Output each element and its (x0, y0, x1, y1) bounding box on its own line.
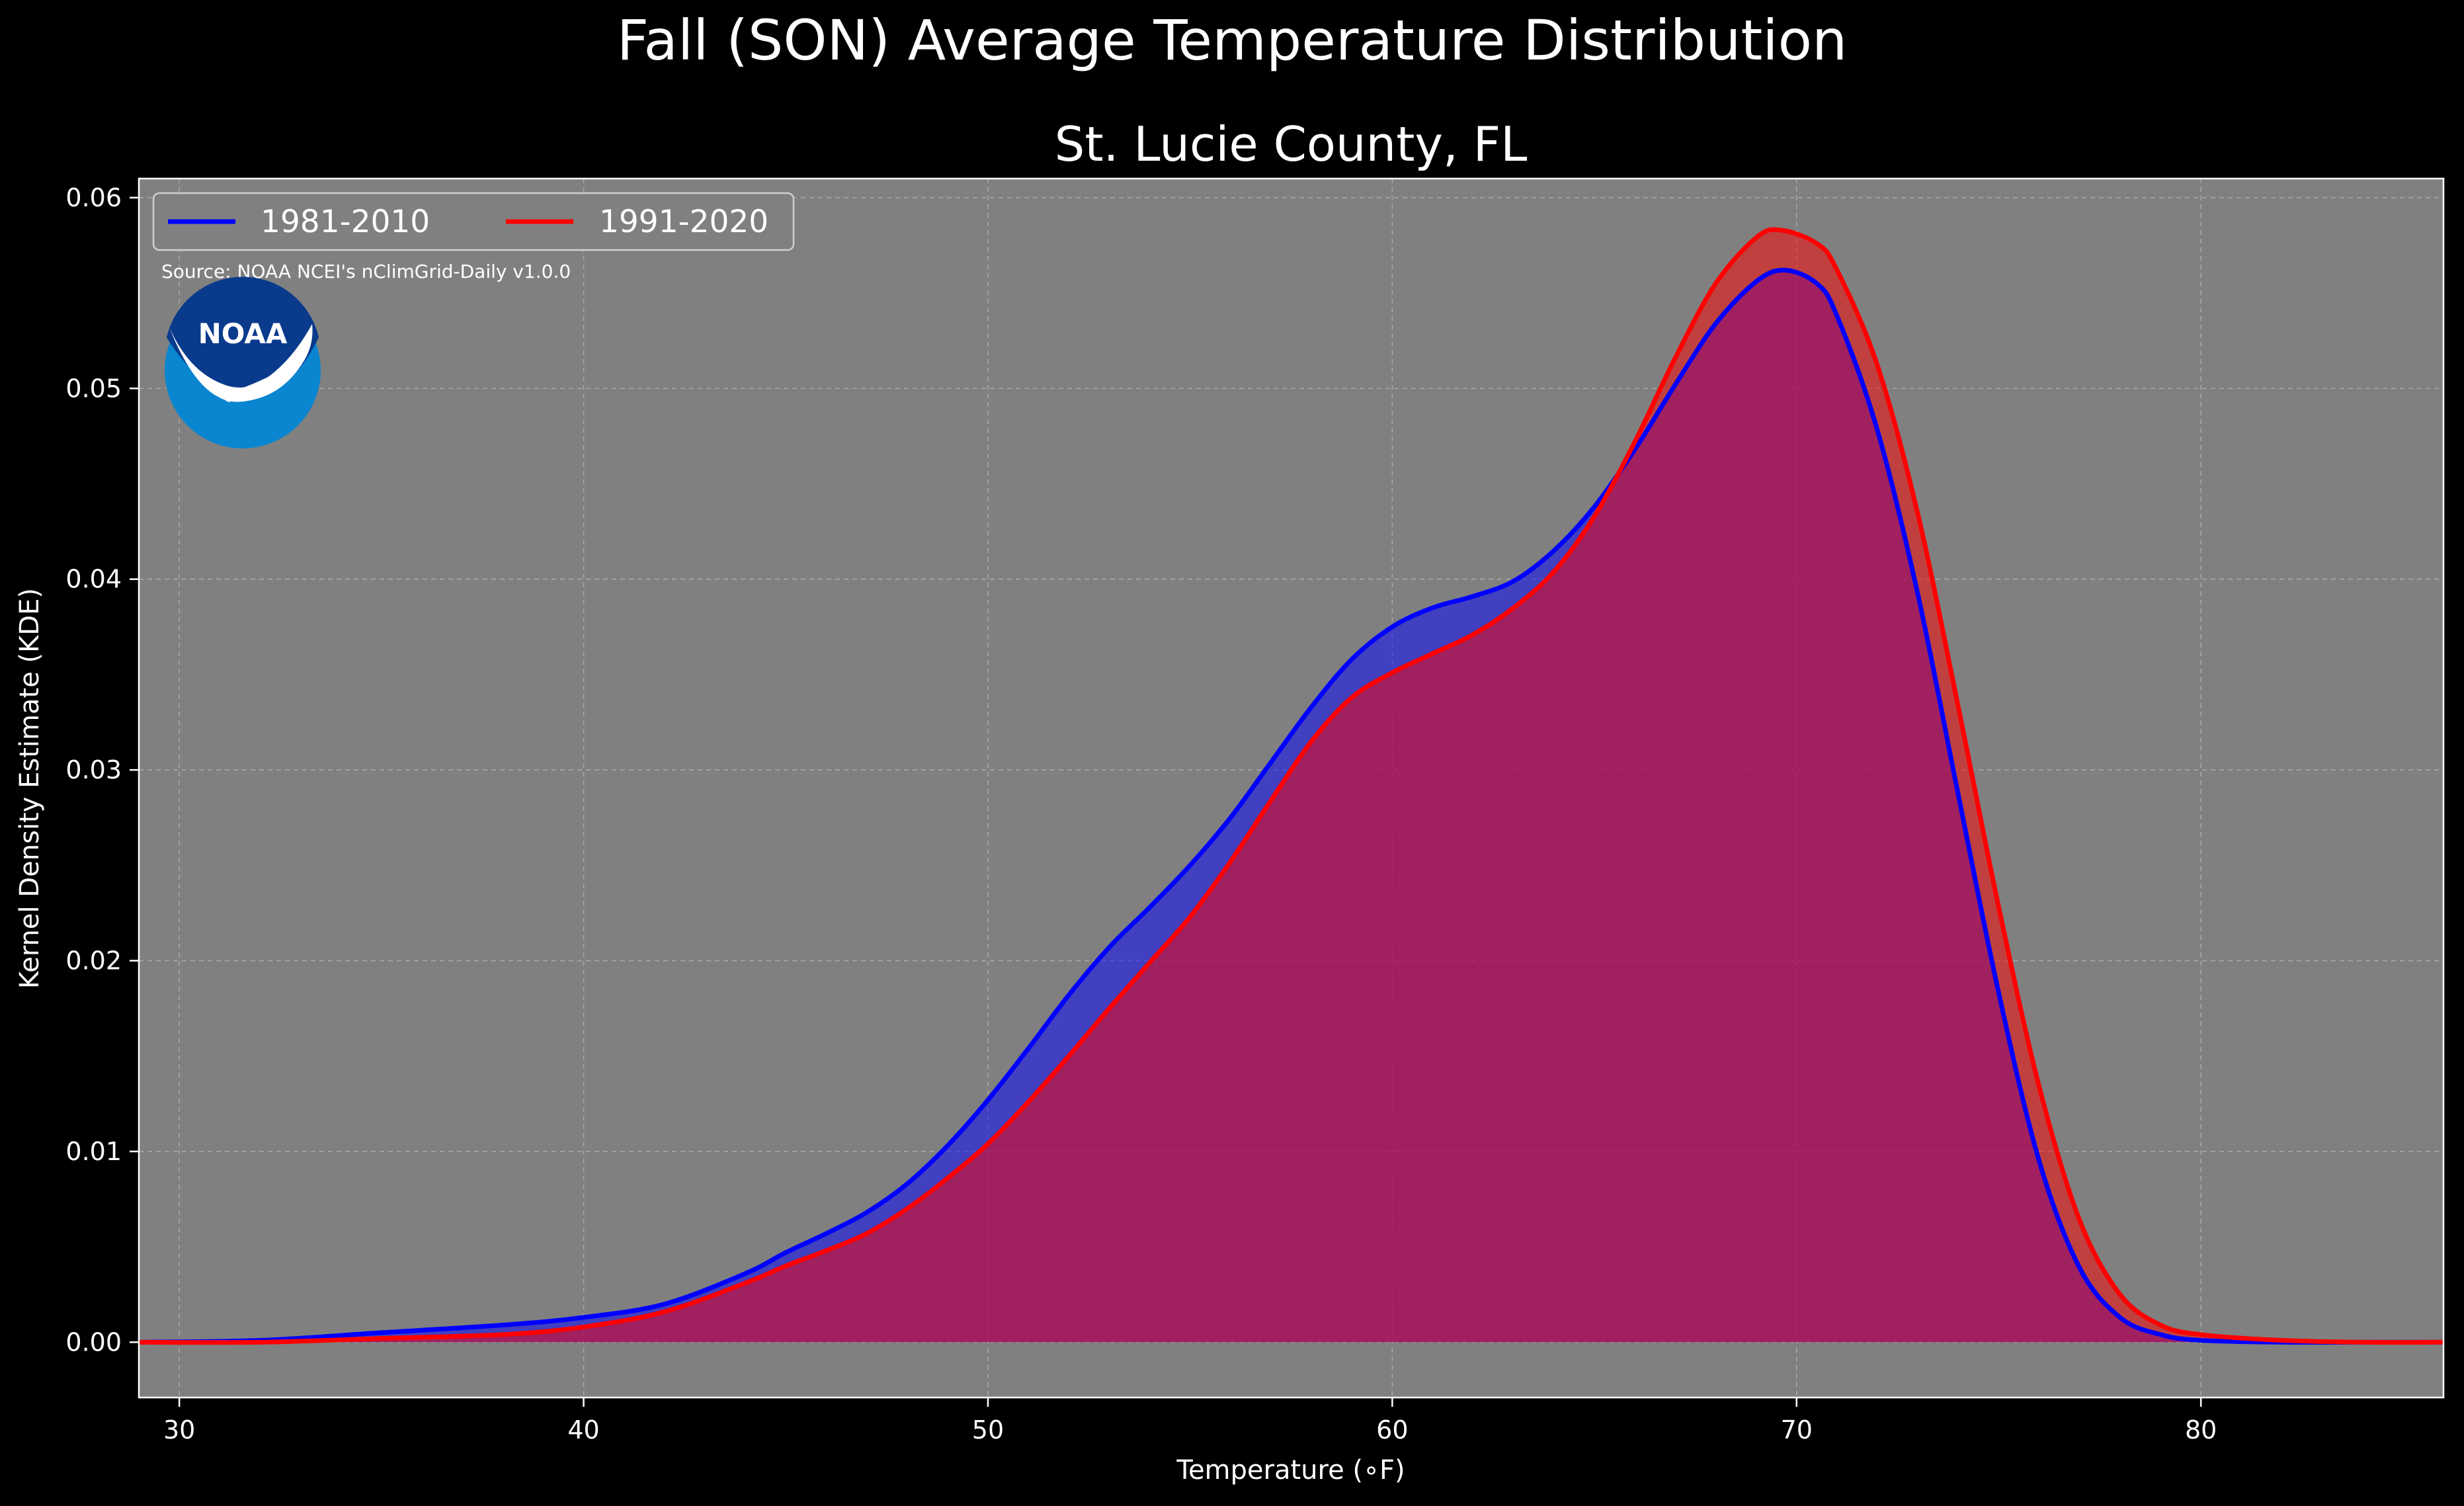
legend-label-1981-2010: 1981-2010 (261, 204, 430, 240)
legend: 1981-2010 1991-2020 (152, 192, 795, 251)
y-tick-label: 0.06 (65, 183, 122, 212)
y-tick-label: 0.02 (65, 946, 122, 976)
y-tick-label: 0.04 (65, 565, 122, 594)
x-tick-label: 60 (1376, 1415, 1408, 1444)
series-line-1991-2020 (138, 227, 2444, 1345)
x-tick-label: 70 (1781, 1415, 1813, 1444)
x-tick-label: 40 (567, 1415, 599, 1444)
y-axis-label: Kernel Density Estimate (KDE) (15, 588, 45, 989)
x-axis-label: Temperature (∘F) (1176, 1455, 1405, 1485)
chart-subtitle: St. Lucie County, FL (1055, 116, 1528, 172)
x-axis-ticks: 30 40 50 60 70 80 (163, 1398, 2217, 1444)
x-tick-label: 30 (163, 1415, 195, 1444)
y-axis-ticks: 0.00 0.01 0.02 0.03 0.04 0.05 0.06 (65, 183, 139, 1357)
series-lines (138, 227, 2444, 1345)
series-line-1981-2010 (138, 267, 2443, 1345)
y-tick-label: 0.00 (65, 1327, 122, 1357)
legend-box (152, 192, 795, 251)
source-note: Source: NOAA NCEI's nClimGrid-Daily v1.0… (161, 261, 571, 282)
x-tick-label: 80 (2185, 1415, 2217, 1444)
chart-title: Fall (SON) Average Temperature Distribut… (617, 8, 1847, 73)
noaa-logo-icon: NOAA (165, 276, 321, 448)
plot-frame (138, 177, 2445, 1399)
y-tick-label: 0.05 (65, 374, 122, 403)
noaa-logo-text: NOAA (198, 317, 288, 350)
series-fills (139, 230, 2443, 1343)
y-tick-label: 0.03 (65, 755, 122, 784)
series-fill-1991-2020 (139, 230, 2443, 1343)
legend-label-1991-2020: 1991-2020 (599, 204, 768, 240)
x-tick-label: 50 (972, 1415, 1004, 1444)
y-tick-label: 0.01 (65, 1137, 122, 1166)
